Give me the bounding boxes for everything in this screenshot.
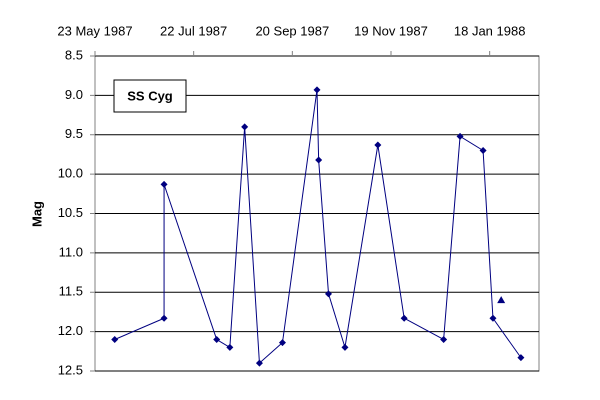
data-point — [456, 132, 464, 140]
data-point — [479, 147, 487, 154]
data-point — [241, 123, 249, 131]
x-tick-label: 18 Jan 1988 — [454, 23, 526, 38]
data-point — [213, 336, 221, 343]
title-box — [113, 79, 187, 113]
data-point — [325, 290, 333, 298]
data-point — [111, 336, 119, 343]
y-tick-label: 11.0 — [59, 244, 83, 259]
data-point — [341, 343, 349, 351]
data-point — [160, 314, 168, 322]
y-tick-label: 11.5 — [59, 284, 83, 299]
y-axis-label: Mag — [29, 201, 44, 227]
y-tick-label: 9.0 — [65, 87, 83, 102]
x-tick-label: 22 Jul 1987 — [160, 23, 227, 38]
y-tick-label: 12.0 — [58, 323, 83, 338]
data-point — [255, 359, 263, 367]
y-tick-label: 8.5 — [65, 47, 83, 62]
x-tick-label: 23 May 1987 — [57, 23, 132, 38]
data-point — [226, 343, 234, 351]
y-tick-label: 10.5 — [58, 205, 83, 220]
data-point — [400, 314, 408, 322]
y-tick-label: 10.0 — [58, 166, 83, 181]
y-tick-label: 12.5 — [58, 362, 83, 377]
data-point — [489, 314, 497, 322]
data-point — [313, 86, 321, 94]
data-point — [278, 339, 286, 347]
data-point — [497, 296, 506, 304]
data-point — [315, 156, 323, 164]
data-point — [374, 141, 382, 149]
data-point — [440, 336, 448, 343]
x-tick-label: 19 Nov 1987 — [354, 23, 428, 38]
chart-title: SS Cyg — [127, 88, 173, 103]
data-point — [160, 180, 168, 188]
y-tick-label: 9.5 — [65, 126, 83, 141]
data-point — [517, 354, 525, 362]
x-tick-label: 20 Sep 1987 — [255, 23, 329, 38]
